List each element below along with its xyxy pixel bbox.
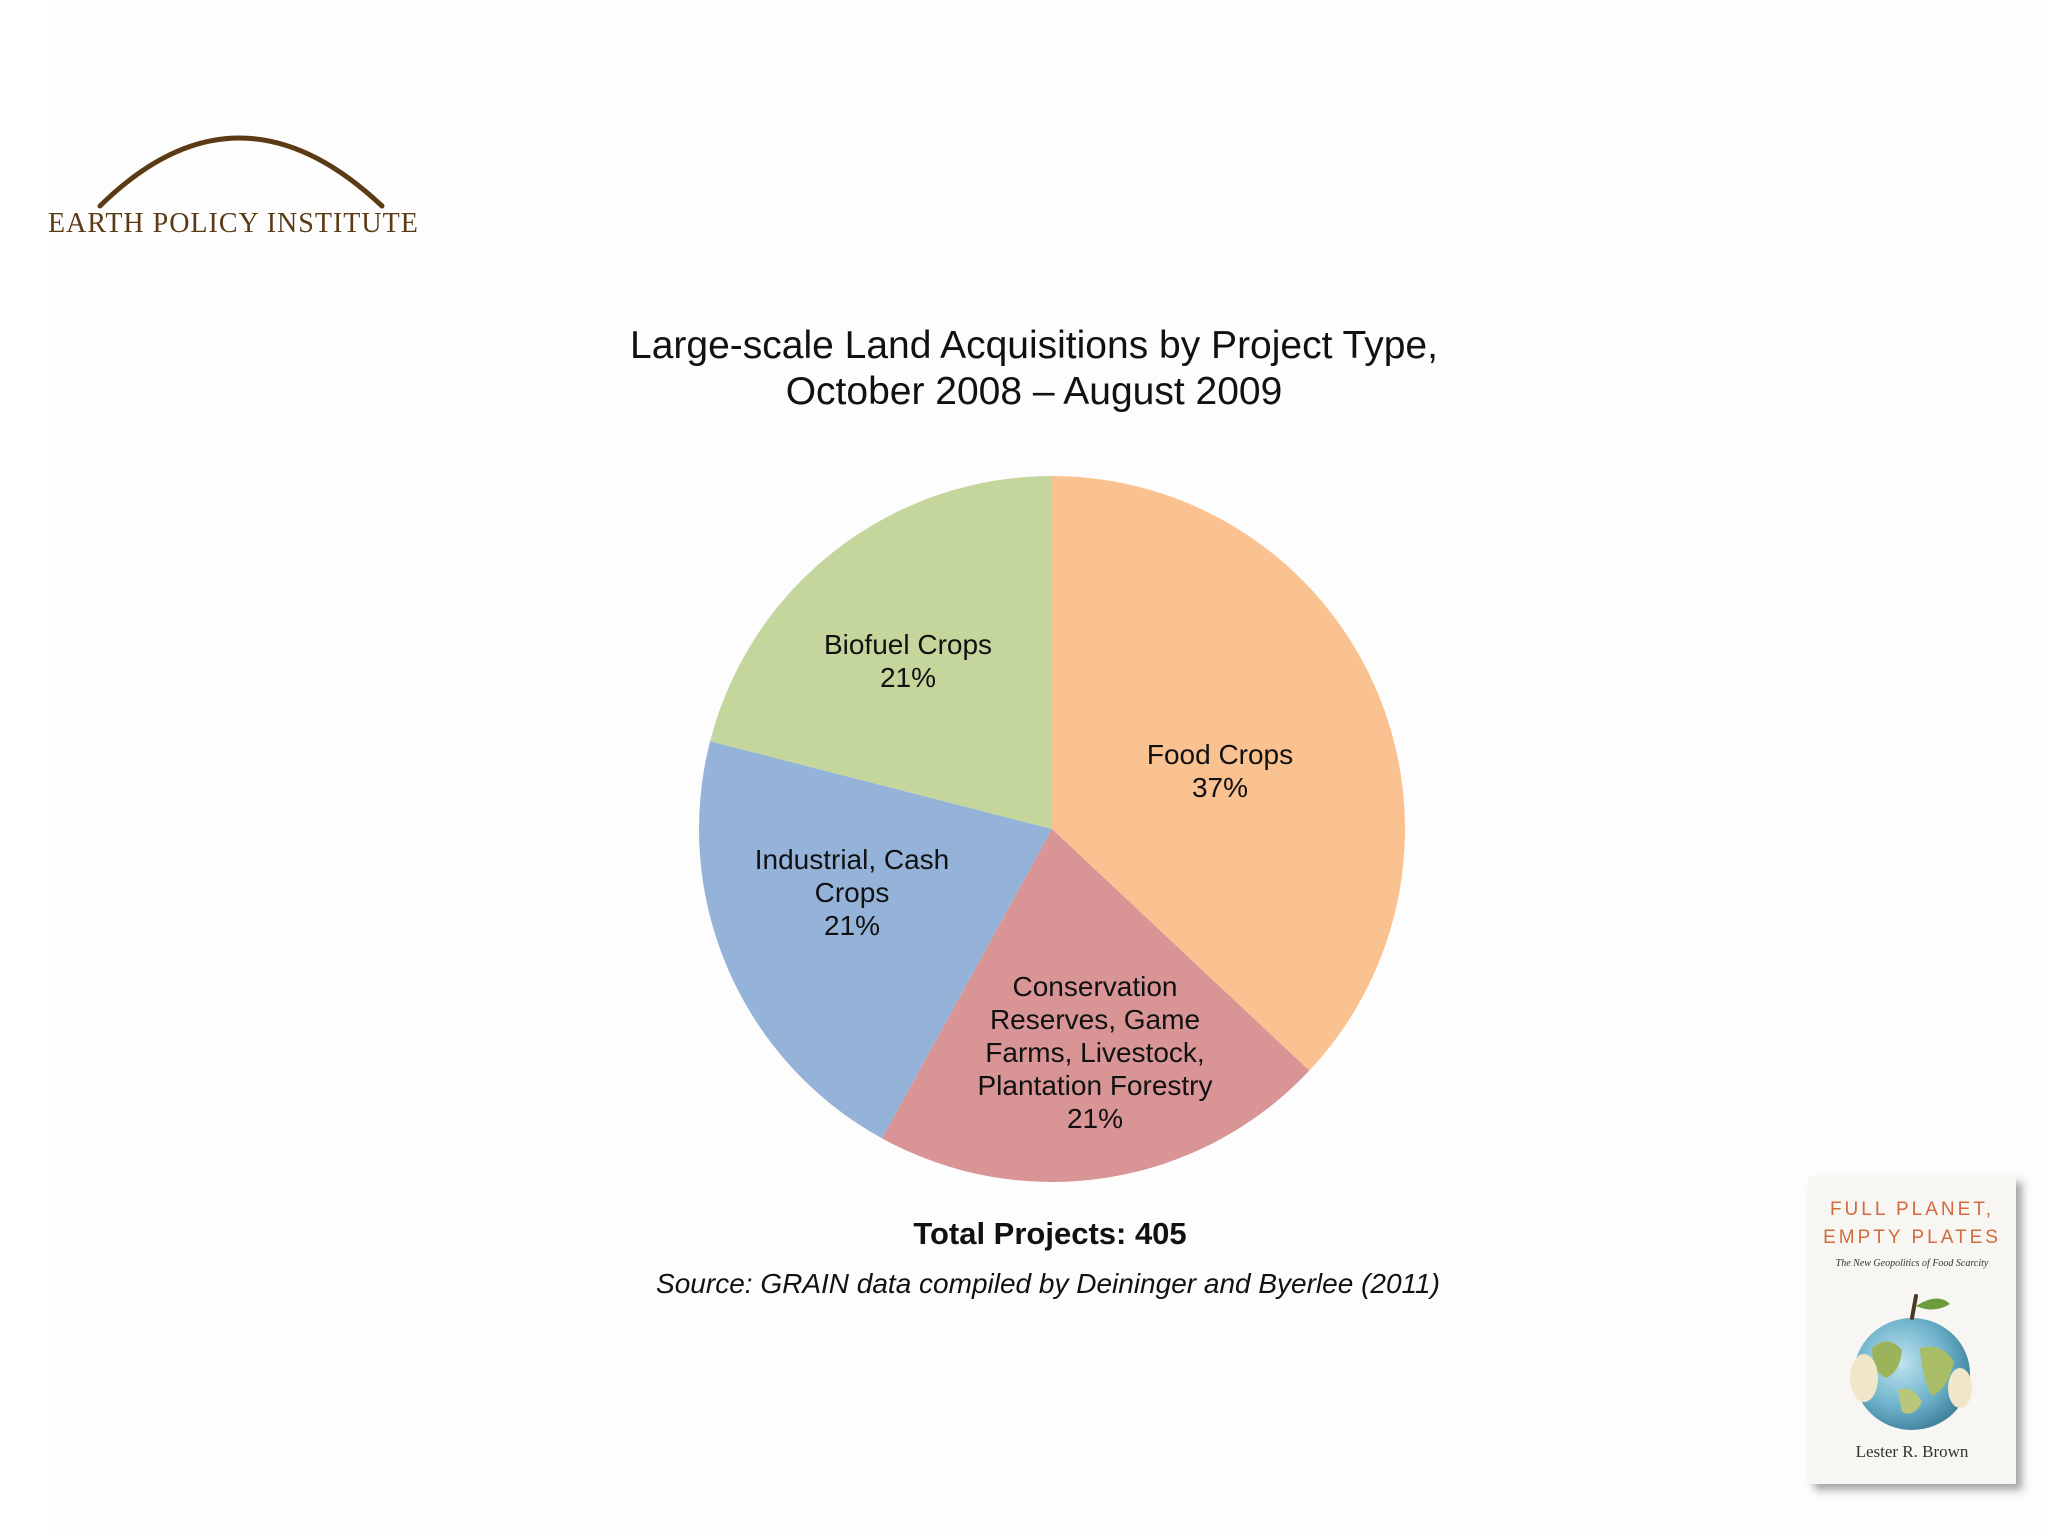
chart-subtitle: October 2008 – August 2009 (785, 370, 1283, 413)
apple-globe-icon (1850, 1294, 1972, 1430)
slice-label-conservation: Conservation Reserves, Game Farms, Lives… (960, 970, 1230, 1135)
earth-policy-institute-logo: Earth Policy Institute (48, 110, 448, 260)
slice-percent: 21% (879, 662, 937, 693)
book-subtitle: The New Geopolitics of Food Scarcity (1835, 1258, 1989, 1269)
slice-name: Biofuel Crops (823, 629, 993, 660)
slice-label-biofuel: Biofuel Crops 21% (808, 628, 1008, 694)
book-title-line1: FULL PLANET, (1829, 1199, 1995, 1220)
slice-percent: 37% (1191, 772, 1249, 803)
book-cover: FULL PLANET, EMPTY PLATES The New Geopol… (1808, 1176, 2016, 1484)
pie-slice-biofuel-crops (710, 476, 1052, 829)
slice-name: Food Crops (1146, 739, 1294, 770)
logo-text: Earth Policy Institute (48, 208, 419, 239)
slice-name: Conservation Reserves, Game Farms, Lives… (977, 971, 1213, 1101)
slice-label-industrial: Industrial, Cash Crops 21% (732, 843, 972, 942)
book-title: FULL PLANET, EMPTY PLATES (1808, 1196, 2016, 1252)
slice-label-food-crops: Food Crops 37% (1120, 738, 1320, 804)
slice-name: Industrial, Cash Crops (754, 844, 950, 908)
total-projects: Total Projects: 405 (913, 1216, 1187, 1251)
source-note: Source: GRAIN data compiled by Deininger… (656, 1268, 1440, 1299)
chart-title: Large-scale Land Acquisitions by Project… (630, 324, 1438, 367)
slice-percent: 21% (1066, 1103, 1124, 1134)
pie-slice-industrial-cash-crops (699, 741, 1052, 1139)
book-title-line2: EMPTY PLATES (1823, 1227, 2001, 1248)
pie-slice-food-crops (1052, 476, 1405, 1071)
book-author: Lester R. Brown (1855, 1442, 1969, 1461)
pie-slice-conservation-reserves-game-farms-livestock-plantation-forestry (881, 829, 1310, 1183)
logo-arc-icon (97, 135, 385, 209)
slice-percent: 21% (823, 910, 881, 941)
